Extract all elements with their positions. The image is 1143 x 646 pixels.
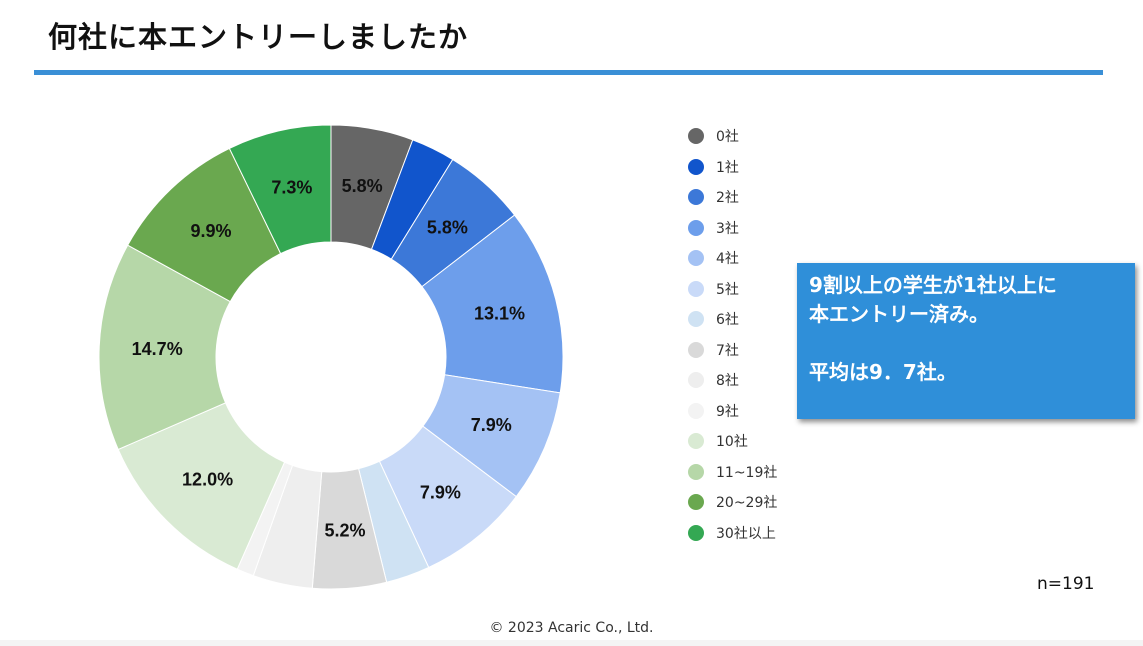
legend-label: 5社 xyxy=(716,281,739,298)
legend-label: 0社 xyxy=(716,129,739,146)
legend-item: 2社 xyxy=(688,182,777,213)
summary-callout: 9割以上の学生が1社以上に 本エントリー済み。 平均は9．7社。 xyxy=(797,263,1135,419)
legend-label: 7社 xyxy=(716,342,739,359)
legend-item: 10社 xyxy=(688,426,777,457)
legend-item: 3社 xyxy=(688,213,777,244)
slice-value-label: 5.2% xyxy=(325,520,366,540)
legend-swatch xyxy=(688,158,704,175)
legend-item: 0社 xyxy=(688,121,777,152)
callout-line-2: 本エントリー済み。 xyxy=(809,302,989,326)
legend-swatch xyxy=(688,128,704,145)
donut-chart: 5.8% 5.8% 13.1% 7.9% 7.9% 5.2% 12.0% 14.7% 9.9% 7… xyxy=(98,124,564,590)
legend-swatch xyxy=(688,311,704,328)
copyright: © 2023 Acaric Co., Ltd. xyxy=(489,620,654,636)
callout-line-1: 9割以上の学生が1社以上に xyxy=(809,273,1057,297)
legend-item: 9社 xyxy=(688,396,777,427)
legend-label: 9社 xyxy=(716,403,739,420)
legend-label: 8社 xyxy=(716,373,739,390)
legend-swatch xyxy=(688,372,704,389)
donut-slice xyxy=(228,124,332,255)
page-title: 何社に本エントリーしましたか xyxy=(48,20,469,54)
legend-item: 20~29社 xyxy=(688,487,777,518)
legend-item: 1社 xyxy=(688,152,777,183)
legend-item: 7社 xyxy=(688,335,777,366)
legend-label: 30社以上 xyxy=(716,525,776,542)
legend-item: 11~19社 xyxy=(688,457,777,488)
legend-label: 3社 xyxy=(716,220,739,237)
legend-swatch xyxy=(688,463,704,480)
legend-swatch xyxy=(688,402,704,419)
slice-value-label: 14.7% xyxy=(132,339,183,359)
legend-swatch xyxy=(688,341,704,358)
sample-size: n=191 xyxy=(1037,574,1095,594)
legend-label: 2社 xyxy=(716,190,739,207)
legend-item: 8社 xyxy=(688,365,777,396)
legend-swatch xyxy=(688,219,704,236)
legend-item: 6社 xyxy=(688,304,777,335)
slice-value-label: 5.8% xyxy=(427,218,468,238)
legend-swatch xyxy=(688,280,704,297)
callout-line-3: 平均は9．7社。 xyxy=(809,360,957,384)
slice-value-label: 5.8% xyxy=(342,176,383,196)
legend-label: 11~19社 xyxy=(716,464,778,481)
legend-swatch xyxy=(688,433,704,450)
legend-item: 4社 xyxy=(688,243,777,274)
title-divider xyxy=(34,70,1103,75)
slice-value-label: 7.3% xyxy=(271,177,312,197)
legend-label: 6社 xyxy=(716,312,739,329)
slice-value-label: 7.9% xyxy=(471,415,512,435)
legend-swatch xyxy=(688,524,704,541)
slice-value-label: 7.9% xyxy=(420,482,461,502)
legend-label: 4社 xyxy=(716,251,739,268)
slice-value-label: 9.9% xyxy=(191,221,232,241)
donut-slice xyxy=(98,244,231,451)
slice-value-label: 13.1% xyxy=(474,304,525,324)
bottom-band xyxy=(0,640,1143,646)
chart-legend: 0社 1社 2社 3社 4社 5社 6社 7社 8社 9社 10社 11~19社 20~29社 30社以上 xyxy=(688,121,777,548)
legend-item: 30社以上 xyxy=(688,518,777,549)
legend-swatch xyxy=(688,494,704,511)
legend-label: 20~29社 xyxy=(716,495,778,512)
legend-label: 1社 xyxy=(716,159,739,176)
legend-label: 10社 xyxy=(716,434,748,451)
legend-item: 5社 xyxy=(688,274,777,305)
legend-swatch xyxy=(688,189,704,206)
slice-value-label: 12.0% xyxy=(182,470,233,490)
legend-swatch xyxy=(688,250,704,267)
